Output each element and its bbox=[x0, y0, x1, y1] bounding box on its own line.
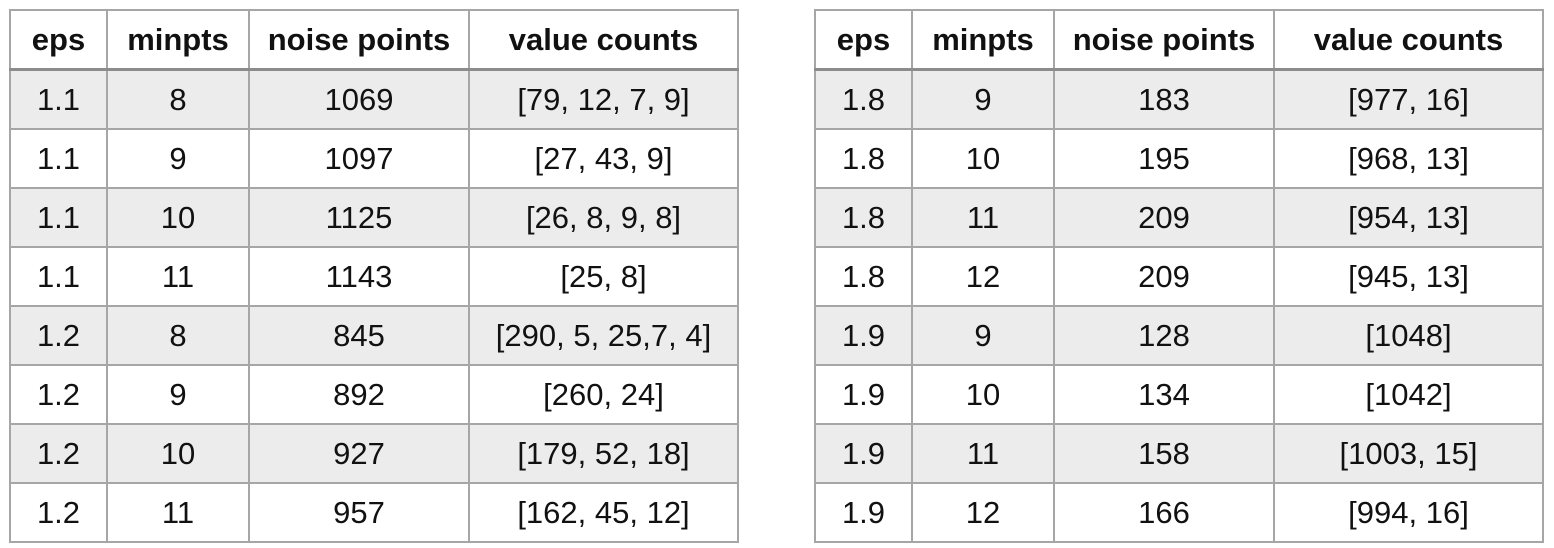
cell-noise-points: 927 bbox=[248, 423, 470, 484]
cell-minpts: 12 bbox=[911, 482, 1055, 543]
header-value-counts: value counts bbox=[1273, 9, 1544, 71]
cell-eps: 1.1 bbox=[9, 246, 108, 307]
cell-eps: 1.8 bbox=[814, 187, 913, 248]
cell-minpts: 11 bbox=[106, 246, 250, 307]
cell-minpts: 9 bbox=[106, 364, 250, 425]
results-table-right: eps minpts noise points value counts 1.8… bbox=[814, 9, 1544, 543]
cell-eps: 1.2 bbox=[9, 305, 108, 366]
cell-minpts: 11 bbox=[106, 482, 250, 543]
table-row: 1.9 10 134 [1042] bbox=[814, 364, 1544, 425]
cell-eps: 1.1 bbox=[9, 128, 108, 189]
header-noise-points: noise points bbox=[1053, 9, 1275, 71]
cell-value-counts: [994, 16] bbox=[1273, 482, 1544, 543]
table-row: 1.8 10 195 [968, 13] bbox=[814, 128, 1544, 189]
cell-value-counts: [27, 43, 9] bbox=[468, 128, 739, 189]
header-noise-points: noise points bbox=[248, 9, 470, 71]
table-row: 1.8 12 209 [945, 13] bbox=[814, 246, 1544, 307]
table-row: 1.1 9 1097 [27, 43, 9] bbox=[9, 128, 739, 189]
header-row: eps minpts noise points value counts bbox=[9, 9, 739, 71]
cell-noise-points: 845 bbox=[248, 305, 470, 366]
cell-eps: 1.8 bbox=[814, 246, 913, 307]
cell-noise-points: 128 bbox=[1053, 305, 1275, 366]
header-row: eps minpts noise points value counts bbox=[814, 9, 1544, 71]
table-row: 1.9 12 166 [994, 16] bbox=[814, 482, 1544, 543]
cell-noise-points: 1097 bbox=[248, 128, 470, 189]
cell-eps: 1.9 bbox=[814, 305, 913, 366]
header-minpts: minpts bbox=[911, 9, 1055, 71]
table-row: 1.9 11 158 [1003, 15] bbox=[814, 423, 1544, 484]
cell-minpts: 10 bbox=[106, 187, 250, 248]
cell-eps: 1.1 bbox=[9, 187, 108, 248]
cell-value-counts: [162, 45, 12] bbox=[468, 482, 739, 543]
cell-noise-points: 1143 bbox=[248, 246, 470, 307]
table-row: 1.2 10 927 [179, 52, 18] bbox=[9, 423, 739, 484]
cell-value-counts: [1003, 15] bbox=[1273, 423, 1544, 484]
table-row: 1.1 10 1125 [26, 8, 9, 8] bbox=[9, 187, 739, 248]
cell-minpts: 9 bbox=[911, 305, 1055, 366]
table-row: 1.9 9 128 [1048] bbox=[814, 305, 1544, 366]
cell-noise-points: 209 bbox=[1053, 187, 1275, 248]
header-minpts: minpts bbox=[106, 9, 250, 71]
table-row: 1.1 11 1143 [25, 8] bbox=[9, 246, 739, 307]
cell-eps: 1.9 bbox=[814, 423, 913, 484]
cell-noise-points: 183 bbox=[1053, 68, 1275, 130]
cell-value-counts: [1048] bbox=[1273, 305, 1544, 366]
cell-minpts: 11 bbox=[911, 187, 1055, 248]
cell-minpts: 10 bbox=[106, 423, 250, 484]
cell-eps: 1.1 bbox=[9, 68, 108, 130]
table-row: 1.2 9 892 [260, 24] bbox=[9, 364, 739, 425]
cell-eps: 1.2 bbox=[9, 423, 108, 484]
cell-minpts: 9 bbox=[106, 128, 250, 189]
cell-noise-points: 158 bbox=[1053, 423, 1275, 484]
cell-noise-points: 957 bbox=[248, 482, 470, 543]
cell-minpts: 10 bbox=[911, 364, 1055, 425]
cell-value-counts: [1042] bbox=[1273, 364, 1544, 425]
cell-value-counts: [954, 13] bbox=[1273, 187, 1544, 248]
table-row: 1.8 11 209 [954, 13] bbox=[814, 187, 1544, 248]
cell-eps: 1.8 bbox=[814, 68, 913, 130]
cell-value-counts: [945, 13] bbox=[1273, 246, 1544, 307]
cell-noise-points: 134 bbox=[1053, 364, 1275, 425]
cell-eps: 1.9 bbox=[814, 364, 913, 425]
cell-minpts: 11 bbox=[911, 423, 1055, 484]
cell-value-counts: [968, 13] bbox=[1273, 128, 1544, 189]
cell-noise-points: 166 bbox=[1053, 482, 1275, 543]
cell-eps: 1.2 bbox=[9, 364, 108, 425]
cell-noise-points: 1069 bbox=[248, 68, 470, 130]
cell-minpts: 10 bbox=[911, 128, 1055, 189]
cell-value-counts: [977, 16] bbox=[1273, 68, 1544, 130]
header-eps: eps bbox=[814, 9, 913, 71]
cell-noise-points: 195 bbox=[1053, 128, 1275, 189]
header-value-counts: value counts bbox=[468, 9, 739, 71]
table-row: 1.2 11 957 [162, 45, 12] bbox=[9, 482, 739, 543]
cell-value-counts: [25, 8] bbox=[468, 246, 739, 307]
table-row: 1.1 8 1069 [79, 12, 7, 9] bbox=[9, 68, 739, 130]
cell-minpts: 8 bbox=[106, 305, 250, 366]
cell-value-counts: [290, 5, 25,7, 4] bbox=[468, 305, 739, 366]
cell-minpts: 8 bbox=[106, 68, 250, 130]
cell-value-counts: [260, 24] bbox=[468, 364, 739, 425]
cell-value-counts: [79, 12, 7, 9] bbox=[468, 68, 739, 130]
cell-value-counts: [179, 52, 18] bbox=[468, 423, 739, 484]
header-eps: eps bbox=[9, 9, 108, 71]
cell-eps: 1.9 bbox=[814, 482, 913, 543]
cell-noise-points: 209 bbox=[1053, 246, 1275, 307]
cell-eps: 1.2 bbox=[9, 482, 108, 543]
table-row: 1.8 9 183 [977, 16] bbox=[814, 68, 1544, 130]
cell-value-counts: [26, 8, 9, 8] bbox=[468, 187, 739, 248]
table-row: 1.2 8 845 [290, 5, 25,7, 4] bbox=[9, 305, 739, 366]
cell-minpts: 9 bbox=[911, 68, 1055, 130]
results-table-left: eps minpts noise points value counts 1.1… bbox=[9, 9, 739, 543]
cell-noise-points: 1125 bbox=[248, 187, 470, 248]
cell-eps: 1.8 bbox=[814, 128, 913, 189]
cell-noise-points: 892 bbox=[248, 364, 470, 425]
cell-minpts: 12 bbox=[911, 246, 1055, 307]
